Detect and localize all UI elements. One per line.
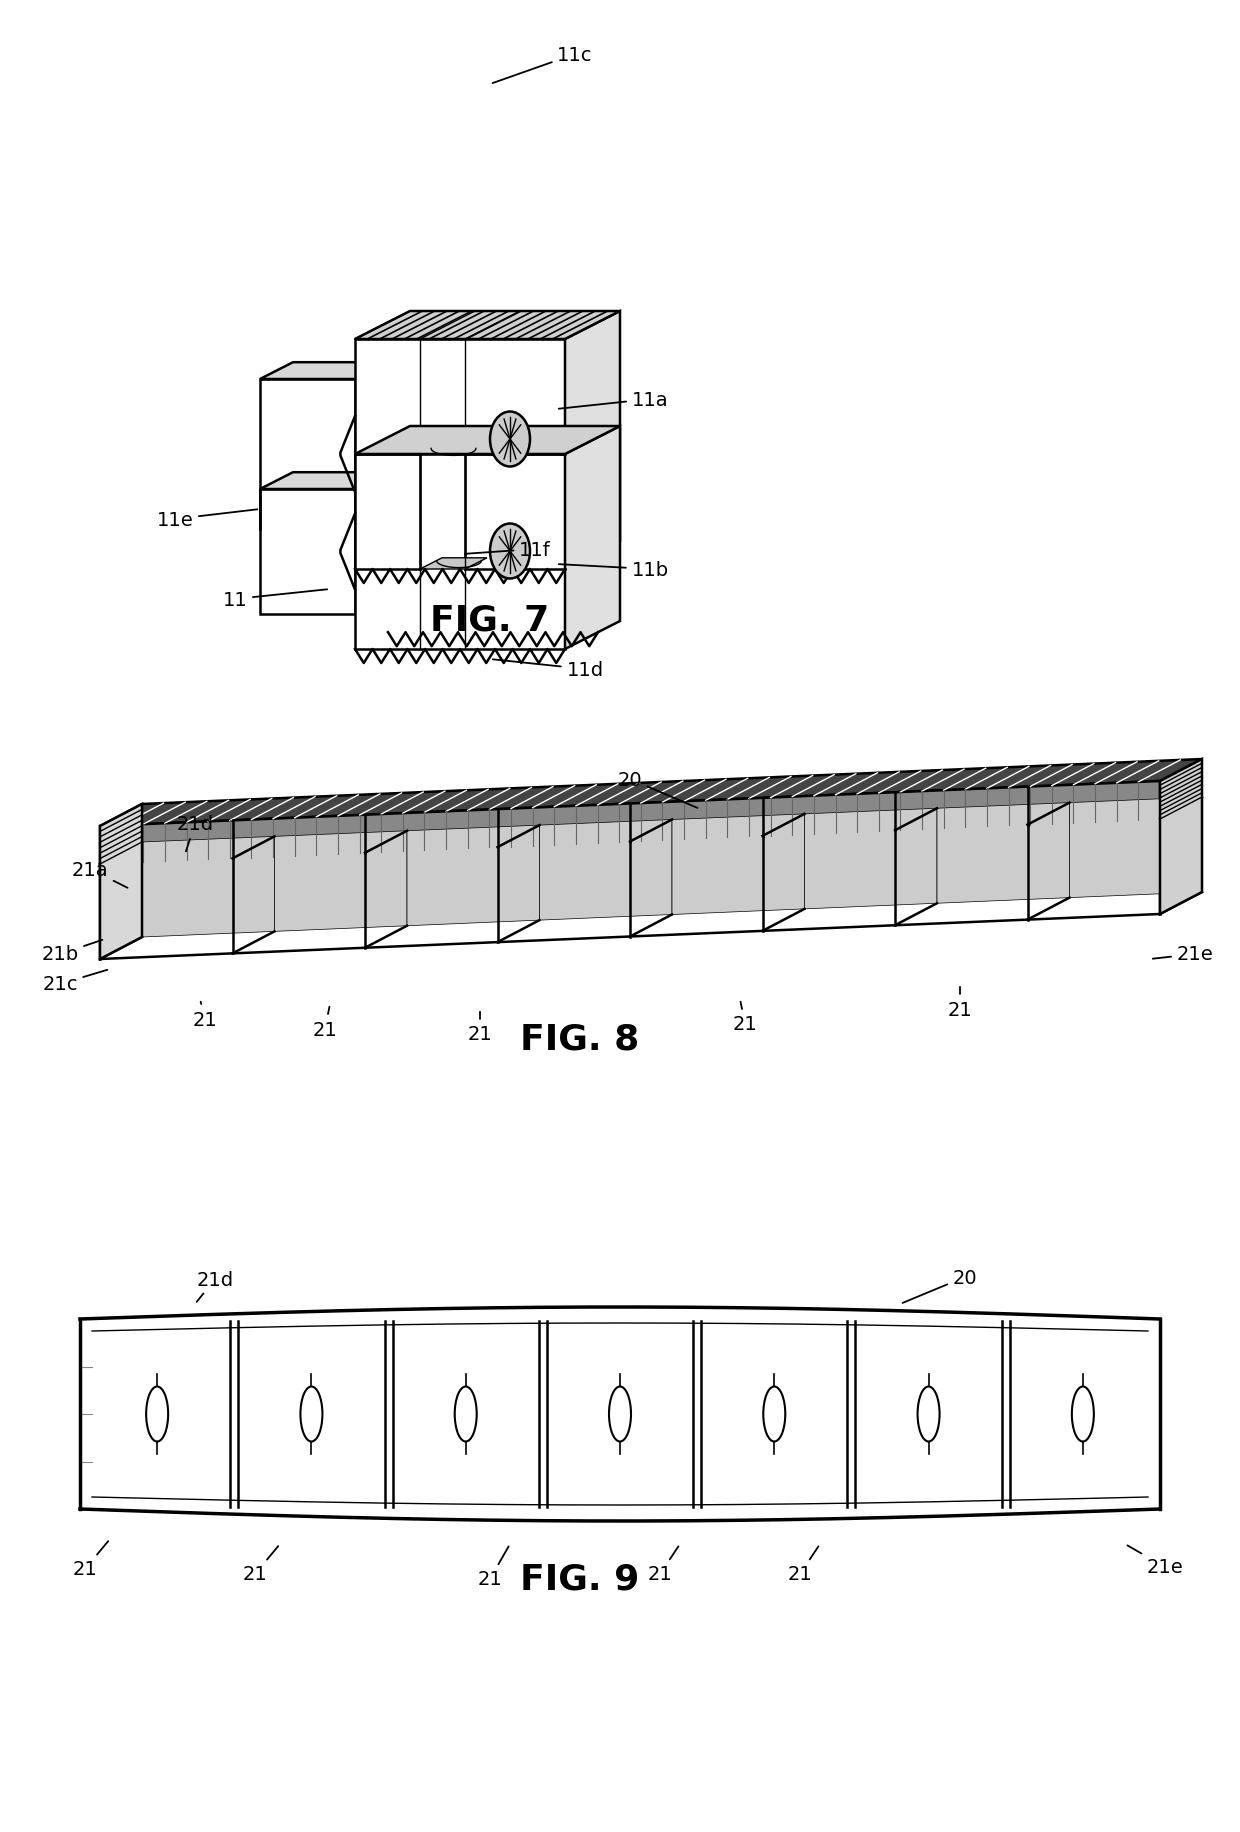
Polygon shape [420, 559, 487, 570]
Polygon shape [355, 454, 565, 650]
Text: 11d: 11d [492, 660, 604, 680]
Polygon shape [143, 837, 274, 938]
Text: 21: 21 [73, 1541, 108, 1579]
Ellipse shape [455, 1387, 476, 1442]
Polygon shape [672, 815, 805, 914]
Text: 11c: 11c [492, 46, 593, 84]
Text: 21e: 21e [1153, 945, 1214, 964]
Polygon shape [355, 311, 620, 339]
Polygon shape [355, 427, 620, 454]
Text: 20: 20 [618, 769, 697, 808]
Text: 11a: 11a [559, 390, 668, 410]
Polygon shape [937, 802, 1069, 903]
Text: 21: 21 [947, 987, 972, 1019]
Text: 21d: 21d [176, 815, 213, 852]
Ellipse shape [146, 1387, 169, 1442]
Text: 21: 21 [192, 1002, 217, 1030]
Ellipse shape [300, 1387, 322, 1442]
Polygon shape [260, 473, 388, 489]
Polygon shape [355, 339, 565, 570]
Polygon shape [260, 363, 388, 379]
Text: 21e: 21e [1127, 1546, 1183, 1577]
Polygon shape [805, 808, 937, 909]
Text: 21: 21 [312, 1008, 337, 1039]
Text: 21: 21 [647, 1546, 678, 1583]
Text: FIG. 8: FIG. 8 [521, 1022, 640, 1057]
Text: 21b: 21b [41, 940, 103, 964]
Polygon shape [100, 819, 1159, 960]
Polygon shape [100, 782, 1159, 865]
Text: FIG. 7: FIG. 7 [430, 603, 549, 638]
Ellipse shape [1071, 1387, 1094, 1442]
Ellipse shape [764, 1387, 785, 1442]
Text: 20: 20 [903, 1268, 977, 1303]
Text: 21: 21 [467, 1013, 492, 1044]
Polygon shape [565, 311, 620, 570]
Polygon shape [539, 821, 672, 921]
Polygon shape [100, 760, 1202, 826]
Polygon shape [81, 1308, 1159, 1521]
Text: 21: 21 [243, 1546, 278, 1583]
Polygon shape [1069, 797, 1202, 898]
Text: 11f: 11f [465, 540, 551, 559]
Text: FIG. 9: FIG. 9 [521, 1563, 640, 1596]
Polygon shape [565, 427, 620, 650]
Polygon shape [100, 804, 143, 960]
Polygon shape [260, 489, 355, 616]
Ellipse shape [490, 524, 529, 579]
Text: 21: 21 [477, 1546, 508, 1588]
Text: 21a: 21a [72, 859, 128, 889]
Text: 21d: 21d [196, 1270, 233, 1303]
Polygon shape [260, 379, 355, 529]
Ellipse shape [918, 1387, 940, 1442]
Polygon shape [274, 832, 407, 932]
Text: 11e: 11e [156, 509, 257, 529]
Polygon shape [407, 826, 539, 927]
Ellipse shape [609, 1387, 631, 1442]
Text: 21: 21 [787, 1546, 818, 1583]
Text: 21: 21 [733, 1002, 758, 1033]
Ellipse shape [490, 412, 529, 467]
Polygon shape [1159, 760, 1202, 914]
Text: 11b: 11b [559, 561, 668, 579]
Text: 11: 11 [223, 590, 327, 610]
Text: 21c: 21c [42, 971, 108, 995]
